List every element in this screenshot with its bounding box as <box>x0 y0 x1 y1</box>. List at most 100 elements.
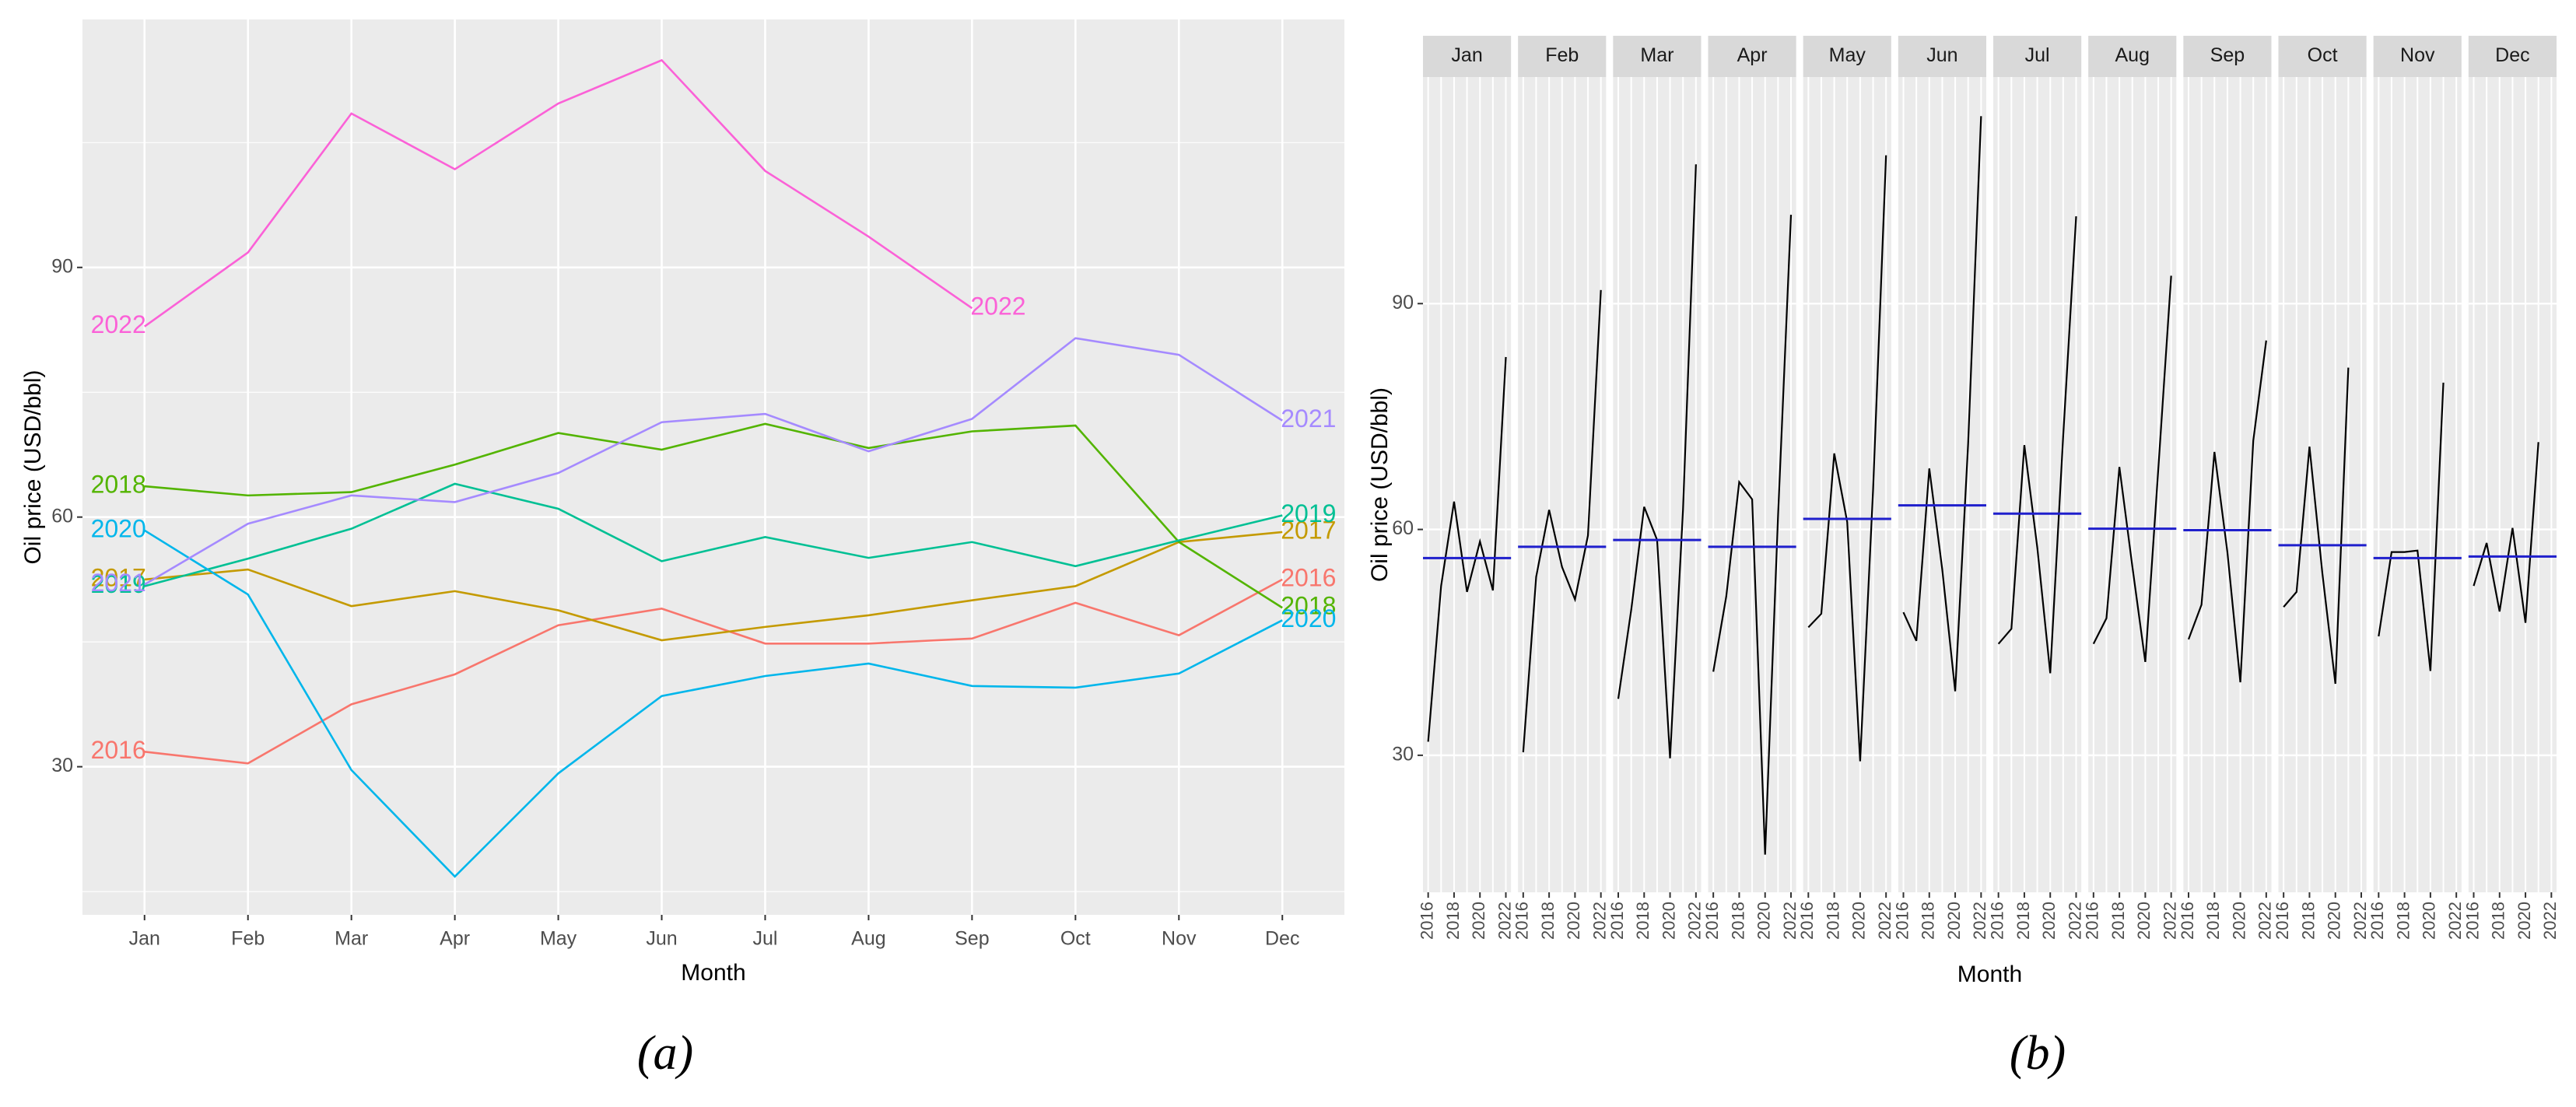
x-tick-label: 2016 <box>2273 902 2292 940</box>
x-tick-label: May <box>540 928 577 950</box>
plot-background <box>82 19 1344 915</box>
strip-label: Mar <box>1640 44 1674 66</box>
x-tick-label: 2020 <box>1754 902 1774 940</box>
series-label: 2017 <box>91 563 146 591</box>
series-label: 2019 <box>1281 499 1336 527</box>
strip <box>2278 36 2367 77</box>
subseries-line <box>1427 356 1507 742</box>
strip-label: Jun <box>1926 44 1957 66</box>
x-tick-label: 2016 <box>2083 902 2102 940</box>
series-line <box>144 578 1283 765</box>
strip-label: Sep <box>2210 44 2245 66</box>
series-label: 2016 <box>91 736 146 764</box>
x-tick-label: Jun <box>646 928 677 950</box>
subseries-line <box>1712 215 1793 855</box>
strip-label: Feb <box>1545 44 1579 66</box>
strip-label: Aug <box>2115 44 2150 66</box>
series-label: 2018 <box>91 471 146 499</box>
series-line <box>144 337 1283 586</box>
caption: (a) <box>637 1027 693 1080</box>
x-tick-label: 2018 <box>1823 902 1842 940</box>
series-label: 2017 <box>1281 516 1336 544</box>
strip <box>2088 36 2177 77</box>
x-tick-label: 2018 <box>1919 902 1938 940</box>
x-tick-label: 2018 <box>1443 902 1463 940</box>
x-tick-label: 2018 <box>2393 902 2413 940</box>
x-tick-label: 2020 <box>1659 902 1678 940</box>
strip <box>2183 36 2272 77</box>
strip <box>1898 36 1986 77</box>
strip-label: Dec <box>2495 44 2529 66</box>
strip-label: Jul <box>2025 44 2050 66</box>
y-tick-label: 30 <box>1392 743 1414 765</box>
x-tick-label: 2016 <box>2462 902 2482 940</box>
x-tick-label: Nov <box>1162 928 1197 950</box>
series-line <box>144 422 1283 609</box>
series-label: 2022 <box>91 310 146 338</box>
x-tick-label: 2018 <box>2489 902 2508 940</box>
y-axis-title: Oil price (USD/bbl) <box>20 370 46 564</box>
y-axis-title: Oil price (USD/bbl) <box>1367 387 1393 582</box>
x-tick-label: Jul <box>752 928 777 950</box>
x-tick-label: 2018 <box>1538 902 1558 940</box>
x-tick-label: 2020 <box>2039 902 2059 940</box>
y-tick-label: 60 <box>51 505 73 527</box>
x-tick-label: 2016 <box>2367 902 2387 940</box>
x-tick-label: 2016 <box>1797 902 1817 940</box>
subseries-line <box>2187 340 2267 683</box>
x-axis-title: Month <box>681 960 745 986</box>
subseries-line <box>1997 215 2077 674</box>
x-tick-label: 2022 <box>1970 902 1989 940</box>
subseries-line <box>1902 116 1982 692</box>
x-tick-label: Oct <box>1060 928 1091 950</box>
series-label: 2019 <box>91 570 146 598</box>
x-tick-label: 2018 <box>1728 902 1747 940</box>
x-tick-label: 2020 <box>1469 902 1488 940</box>
strip <box>1613 36 1702 77</box>
x-tick-label: 2020 <box>2515 902 2534 940</box>
x-tick-label: 2020 <box>2325 902 2344 940</box>
x-tick-label: Dec <box>1265 928 1299 950</box>
x-tick-label: 2016 <box>1987 902 2006 940</box>
series-label: 2022 <box>970 293 1025 321</box>
x-tick-label: 2016 <box>1417 902 1436 940</box>
x-tick-label: 2022 <box>2065 902 2084 940</box>
series-label: 2021 <box>91 569 146 597</box>
x-tick-label: Sep <box>955 928 989 950</box>
strip-label: Jan <box>1451 44 1482 66</box>
series-label: 2020 <box>91 514 146 542</box>
series-label: 2020 <box>1281 604 1336 632</box>
x-tick-label: 2022 <box>2540 902 2560 940</box>
strip <box>1423 36 1512 77</box>
strip-label: Nov <box>2400 44 2435 66</box>
strip <box>1803 36 1891 77</box>
subseries-line <box>2473 442 2539 623</box>
series-line <box>144 482 1283 587</box>
x-tick-label: Feb <box>231 928 265 950</box>
x-tick-label: 2022 <box>2160 902 2179 940</box>
x-tick-label: 2016 <box>1607 902 1627 940</box>
series-line <box>144 531 1283 642</box>
y-tick-label: 90 <box>1392 292 1414 314</box>
series-label: 2016 <box>1281 563 1336 591</box>
series-line <box>144 529 1283 878</box>
x-tick-label: 2016 <box>1702 902 1722 940</box>
x-tick-label: 2018 <box>2108 902 2128 940</box>
subseries-line <box>1522 289 1602 753</box>
subseries-line <box>2283 367 2350 685</box>
x-tick-label: 2020 <box>1849 902 1869 940</box>
x-tick-label: 2018 <box>1633 902 1652 940</box>
x-tick-label: 2022 <box>2255 902 2275 940</box>
y-tick-label: 90 <box>51 255 73 277</box>
series-label: 2021 <box>1281 405 1336 433</box>
x-tick-label: Jan <box>129 928 160 950</box>
strip <box>1708 36 1796 77</box>
y-tick-label: 60 <box>1392 517 1414 539</box>
x-tick-label: 2016 <box>2178 902 2197 940</box>
x-tick-label: 2022 <box>1875 902 1894 940</box>
x-tick-label: 2022 <box>2350 902 2370 940</box>
x-tick-label: Mar <box>335 928 368 950</box>
series-line <box>144 58 973 328</box>
x-tick-label: 2022 <box>1780 902 1800 940</box>
